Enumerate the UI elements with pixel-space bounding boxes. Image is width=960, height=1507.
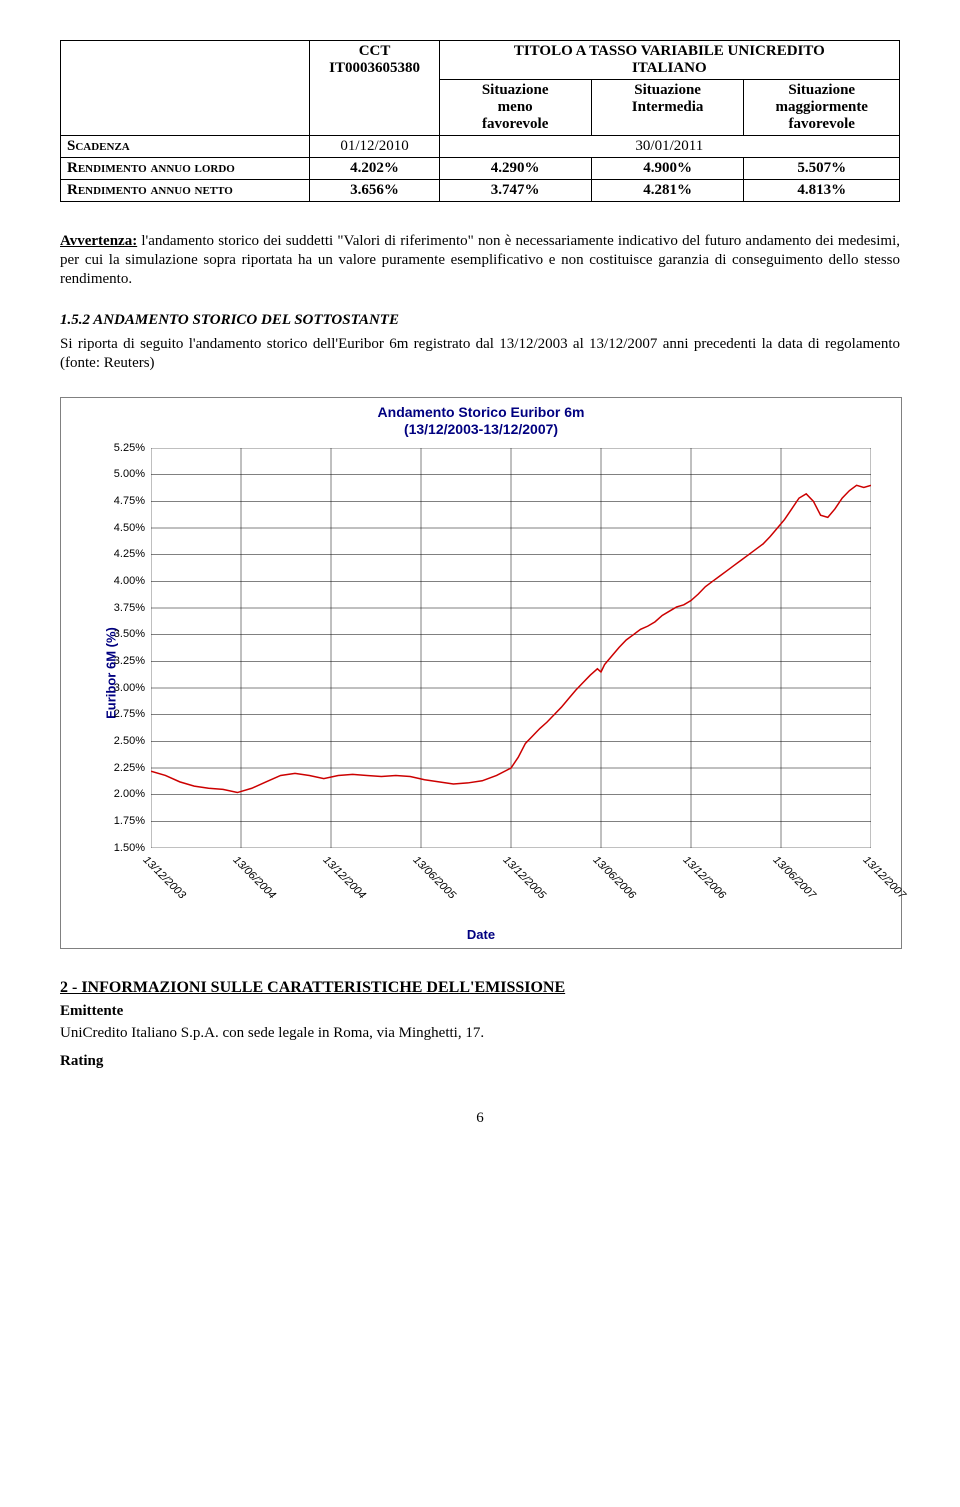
y-tick-label: 2.75% [97, 708, 145, 720]
y-tick-label: 2.50% [97, 735, 145, 747]
y-tick-label: 4.00% [97, 575, 145, 587]
row-netto-v1: 3.656% [350, 182, 399, 198]
chart-title-1: Andamento Storico Euribor 6m [378, 404, 585, 420]
y-tick-label: 4.75% [97, 495, 145, 507]
row-lordo-v1: 4.202% [350, 160, 399, 176]
y-tick-label: 5.00% [97, 468, 145, 480]
col2-l1: Situazione [482, 82, 549, 98]
avvertenza-paragraph: Avvertenza: l'andamento storico dei sudd… [60, 232, 900, 288]
emittente-label: Emittente [60, 1003, 900, 1020]
col4-l2: maggiormente [776, 99, 868, 115]
x-tick-label: 13/06/2006 [591, 854, 638, 901]
y-tick-label: 4.25% [97, 548, 145, 560]
super-header-1: TITOLO A TASSO VARIABILE UNICREDITO [514, 43, 825, 59]
chart-title: Andamento Storico Euribor 6m (13/12/2003… [61, 404, 901, 438]
row-lordo-v3: 4.900% [643, 160, 692, 176]
y-tick-label: 2.00% [97, 788, 145, 800]
col3-l2: Intermedia [632, 99, 704, 115]
row-lordo-v2: 4.290% [491, 160, 540, 176]
y-tick-label: 3.50% [97, 628, 145, 640]
x-tick-label: 13/06/2004 [231, 854, 278, 901]
section-1-5-2-body: Si riporta di seguito l'andamento storic… [60, 335, 900, 373]
y-tick-label: 3.75% [97, 602, 145, 614]
avvertenza-text: l'andamento storico dei suddetti "Valori… [60, 233, 900, 287]
super-header-2: ITALIANO [632, 60, 707, 76]
rating-label: Rating [60, 1053, 900, 1070]
chart-y-label: Euribor 6M (%) [103, 627, 118, 719]
x-tick-label: 13/12/2004 [321, 854, 368, 901]
y-tick-label: 5.25% [97, 442, 145, 454]
row-netto-label: Rendimento annuo netto [67, 182, 233, 198]
row-netto-v4: 4.813% [797, 182, 846, 198]
col4-l3: favorevole [789, 116, 855, 132]
cct-label: CCT [359, 43, 391, 59]
row-scadenza-span: 30/01/2011 [635, 138, 703, 154]
chart-plot-area: 1.50%1.75%2.00%2.25%2.50%2.75%3.00%3.25%… [151, 448, 871, 848]
comparison-table: CCT IT0003605380 TITOLO A TASSO VARIABIL… [60, 40, 900, 202]
col3-l1: Situazione [634, 82, 701, 98]
col4-l1: Situazione [788, 82, 855, 98]
x-tick-label: 13/12/2005 [501, 854, 548, 901]
y-tick-label: 2.25% [97, 762, 145, 774]
page-number: 6 [60, 1110, 900, 1127]
row-netto-v3: 4.281% [643, 182, 692, 198]
section-2-title: 2 - INFORMAZIONI SULLE CARATTERISTICHE D… [60, 979, 900, 997]
cct-isin: IT0003605380 [329, 60, 420, 76]
x-tick-label: 13/06/2005 [411, 854, 458, 901]
euribor-chart: Andamento Storico Euribor 6m (13/12/2003… [60, 397, 902, 949]
x-tick-label: 13/12/2007 [861, 854, 908, 901]
col2-l3: favorevole [482, 116, 548, 132]
emittente-text: UniCredito Italiano S.p.A. con sede lega… [60, 1024, 900, 1043]
col2-l2: meno [498, 99, 533, 115]
y-tick-label: 1.75% [97, 815, 145, 827]
avvertenza-label: Avvertenza: [60, 233, 137, 249]
chart-x-label: Date [61, 927, 901, 942]
row-netto-v2: 3.747% [491, 182, 540, 198]
y-tick-label: 1.50% [97, 842, 145, 854]
x-tick-label: 13/12/2006 [681, 854, 728, 901]
y-tick-label: 3.00% [97, 682, 145, 694]
row-lordo-label: Rendimento annuo lordo [67, 160, 235, 176]
chart-title-2: (13/12/2003-13/12/2007) [404, 421, 558, 437]
row-lordo-v4: 5.507% [797, 160, 846, 176]
x-tick-label: 13/12/2003 [141, 854, 188, 901]
x-tick-label: 13/06/2007 [771, 854, 818, 901]
row-scadenza-label: Scadenza [67, 138, 130, 154]
y-tick-label: 4.50% [97, 522, 145, 534]
row-scadenza-cct: 01/12/2010 [340, 138, 408, 154]
section-1-5-2-title: 1.5.2 ANDAMENTO STORICO DEL SOTTOSTANTE [60, 312, 900, 329]
y-tick-label: 3.25% [97, 655, 145, 667]
